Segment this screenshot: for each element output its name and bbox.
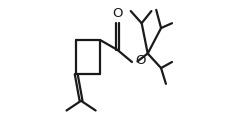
Text: O: O [134,54,145,67]
Text: O: O [112,7,122,20]
